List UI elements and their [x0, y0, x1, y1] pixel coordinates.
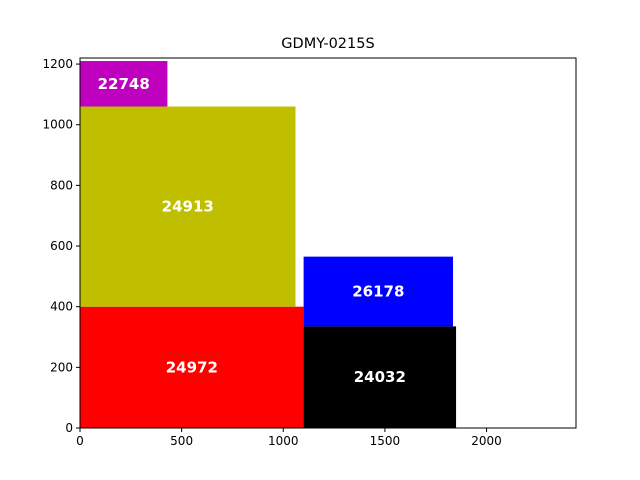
chart-bar-labels: 24972 24913 22748 24032 26178 [98, 75, 406, 386]
y-tick-label: 600 [50, 239, 73, 253]
bar-rect-24032 [303, 326, 457, 428]
y-tick-label: 1200 [42, 57, 73, 71]
y-tick-label: 800 [50, 178, 73, 192]
x-tick-label: 500 [170, 434, 193, 448]
x-axis: 0 500 1000 1500 2000 [76, 428, 502, 448]
bar-rect-22748 [80, 61, 168, 107]
bar-rect-26178 [303, 256, 454, 327]
y-axis: 0 200 400 600 800 1000 1200 [42, 57, 80, 435]
bar-label-24032: 24032 [354, 368, 406, 386]
bar-label-22748: 22748 [98, 75, 150, 93]
x-tick-label: 1500 [370, 434, 401, 448]
x-tick-label: 1000 [268, 434, 299, 448]
y-tick-label: 0 [65, 421, 73, 435]
y-tick-label: 1000 [42, 118, 73, 132]
chart-title: GDMY-0215S [281, 36, 374, 52]
bar-rect-24972 [80, 306, 304, 428]
bar-label-26178: 26178 [352, 283, 404, 301]
x-tick-label: 0 [76, 434, 84, 448]
x-tick-label: 2000 [471, 434, 502, 448]
y-tick-label: 400 [50, 300, 73, 314]
chart-bars [80, 61, 457, 428]
plot-area-frame [79, 57, 577, 429]
bar-label-24913: 24913 [162, 198, 214, 216]
bar-rect-24913 [80, 106, 296, 307]
y-tick-label: 200 [50, 360, 73, 374]
bar-label-24972: 24972 [166, 358, 218, 376]
